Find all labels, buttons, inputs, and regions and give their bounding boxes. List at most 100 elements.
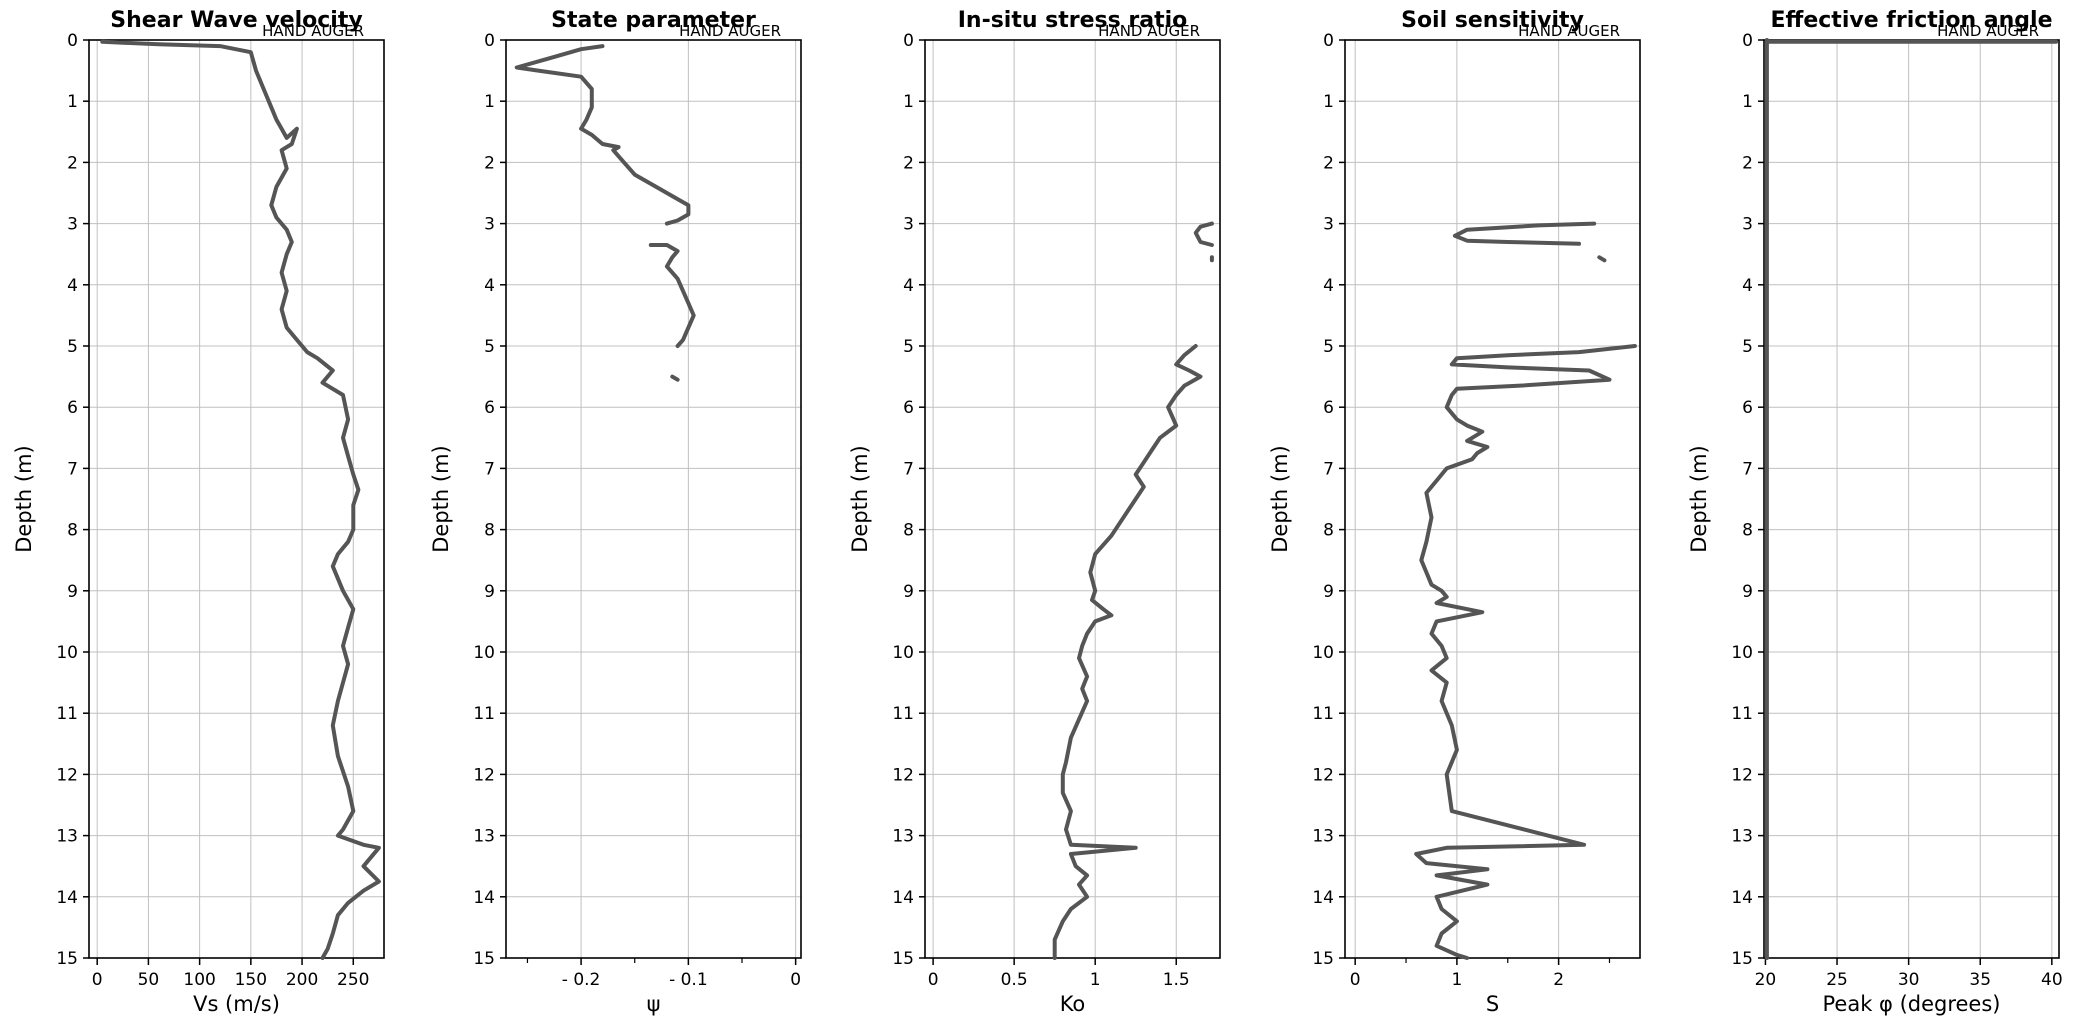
x-tick-label: 0 — [92, 970, 103, 990]
x-axis-label: Vs (m/s) — [193, 992, 280, 1016]
y-tick-label: 3 — [903, 215, 914, 235]
y-tick-label: 8 — [1742, 521, 1753, 541]
y-tick-label: 12 — [473, 765, 495, 785]
series-line-segment-1 — [1193, 221, 1214, 247]
y-tick-label: 5 — [67, 337, 78, 357]
chart-panel-5: 20 25 30 35 400123456789101112131415Effectiv… — [1687, 8, 2063, 1016]
y-tick-label: 7 — [903, 459, 914, 479]
y-tick-label: 12 — [56, 765, 78, 785]
x-tick-label: 30 — [1898, 970, 1920, 990]
y-tick-label: 10 — [892, 643, 914, 663]
y-tick-label: 5 — [1742, 337, 1753, 357]
y-tick-label: 9 — [484, 582, 495, 602]
y-tick-label: 3 — [484, 215, 495, 235]
y-tick-label: 11 — [892, 704, 914, 724]
y-tick-label: 2 — [903, 153, 914, 173]
y-tick-label: 1 — [1323, 92, 1334, 112]
series-line-segment-1 — [1452, 221, 1597, 246]
x-tick-label: 150 — [235, 970, 267, 990]
x-tick-label: 0 — [790, 970, 801, 990]
y-tick-label: 5 — [1323, 337, 1334, 357]
y-tick-label: 15 — [1312, 949, 1334, 969]
y-tick-label: 10 — [1312, 643, 1334, 663]
y-axis-label: Depth (m) — [429, 445, 453, 552]
x-tick-label: 250 — [337, 970, 369, 990]
x-tick-label: 2 — [1553, 970, 1564, 990]
y-tick-label: 13 — [1312, 827, 1334, 847]
series-line-segment-2 — [648, 243, 696, 348]
x-tick-label: 40 — [2041, 970, 2063, 990]
y-tick-label: 14 — [892, 888, 914, 908]
y-tick-label: 4 — [1323, 276, 1334, 296]
y-tick-label: 9 — [903, 582, 914, 602]
y-tick-label: 13 — [892, 827, 914, 847]
x-tick-label: 20 — [1755, 970, 1777, 990]
x-axis-label: Ko — [1060, 992, 1086, 1016]
chart-title: Soil sensitivity — [1401, 8, 1584, 33]
x-axis-label: ψ — [647, 992, 661, 1016]
x-tick-label: 25 — [1826, 970, 1848, 990]
y-tick-label: 7 — [484, 459, 495, 479]
x-tick-label: 1.5 — [1163, 970, 1190, 990]
chart-title: State parameter — [551, 8, 756, 33]
chart-annotation: HAND AUGER — [679, 22, 781, 40]
y-tick-label: 7 — [1742, 459, 1753, 479]
y-tick-label: 13 — [56, 827, 78, 847]
y-tick-label: 10 — [473, 643, 495, 663]
x-tick-label: 0.5 — [1001, 970, 1028, 990]
y-tick-label: 0 — [484, 31, 495, 51]
y-tick-label: 8 — [67, 521, 78, 541]
x-tick-label: 100 — [183, 970, 215, 990]
y-tick-label: 15 — [1731, 949, 1753, 969]
x-tick-label: - 0.1 — [669, 970, 708, 990]
y-tick-label: 10 — [1731, 643, 1753, 663]
y-tick-label: 1 — [484, 92, 495, 112]
x-tick-label: 50 — [138, 970, 160, 990]
y-tick-label: 7 — [67, 459, 78, 479]
series-line-segment-3 — [670, 374, 680, 382]
plot-frame — [505, 39, 802, 959]
y-tick-label: 0 — [903, 31, 914, 51]
plot-frame — [88, 39, 385, 959]
y-tick-label: 1 — [903, 92, 914, 112]
x-tick-label: 35 — [1969, 970, 1991, 990]
y-tick-label: 12 — [1312, 765, 1334, 785]
y-tick-label: 6 — [903, 398, 914, 418]
y-tick-label: 9 — [1323, 582, 1334, 602]
y-tick-label: 14 — [56, 888, 78, 908]
y-tick-label: 9 — [1742, 582, 1753, 602]
series-line-segment-1 — [514, 44, 691, 226]
y-tick-label: 11 — [1312, 704, 1334, 724]
y-tick-label: 2 — [67, 153, 78, 173]
y-tick-label: 8 — [903, 521, 914, 541]
y-tick-label: 12 — [1731, 765, 1753, 785]
y-tick-label: 3 — [67, 215, 78, 235]
plot-frame — [1763, 39, 2060, 959]
y-tick-label: 0 — [1323, 31, 1334, 51]
chart-title: In-situ stress ratio — [958, 8, 1188, 33]
x-tick-label: 1 — [1090, 970, 1101, 990]
chart-annotation: HAND AUGER — [1518, 22, 1620, 40]
y-tick-label: 15 — [56, 949, 78, 969]
y-axis-label: Depth (m) — [1268, 445, 1292, 552]
x-tick-label: 0 — [928, 970, 939, 990]
y-tick-label: 9 — [67, 582, 78, 602]
y-tick-label: 13 — [1731, 827, 1753, 847]
series-line-segment-2 — [1597, 255, 1607, 263]
chart-annotation: HAND AUGER — [1098, 22, 1200, 40]
y-tick-label: 0 — [67, 31, 78, 51]
y-tick-label: 6 — [67, 398, 78, 418]
plot-frame — [1344, 39, 1641, 959]
y-tick-label: 6 — [1323, 398, 1334, 418]
y-tick-label: 8 — [1323, 521, 1334, 541]
y-axis-label: Depth (m) — [1687, 445, 1711, 552]
y-tick-label: 8 — [484, 521, 495, 541]
series-line-segment-3 — [1414, 344, 1637, 960]
chart-title: Effective friction angle — [1770, 8, 2052, 33]
x-axis-label: S — [1486, 992, 1499, 1016]
